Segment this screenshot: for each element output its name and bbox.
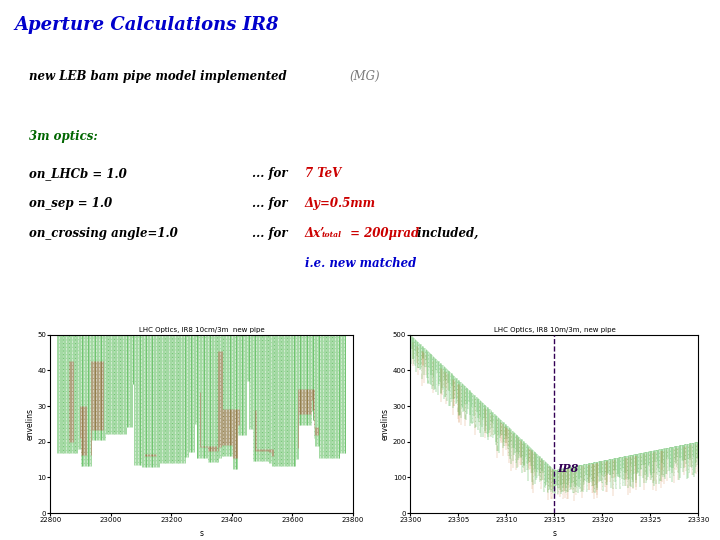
Text: Δy=0.5mm: Δy=0.5mm xyxy=(305,197,376,210)
Text: ... for: ... for xyxy=(252,227,292,240)
Text: total: total xyxy=(322,231,342,239)
Text: ... for: ... for xyxy=(252,167,292,180)
Text: i.e. new matched: i.e. new matched xyxy=(305,256,416,269)
Y-axis label: envelins: envelins xyxy=(25,408,35,440)
Text: IP8: IP8 xyxy=(557,463,579,474)
Text: = 200μrad: = 200μrad xyxy=(346,227,419,240)
X-axis label: s: s xyxy=(552,529,557,538)
Text: new LEB bam pipe model implemented: new LEB bam pipe model implemented xyxy=(29,70,291,83)
Title: LHC Optics, IR8 10cm/3m  new pipe: LHC Optics, IR8 10cm/3m new pipe xyxy=(139,327,264,333)
Text: Aperture Calculations IR8: Aperture Calculations IR8 xyxy=(14,16,279,34)
Text: 7 TeV: 7 TeV xyxy=(305,167,341,180)
Y-axis label: envelins: envelins xyxy=(381,408,390,440)
Text: ... for: ... for xyxy=(252,197,292,210)
Text: included,: included, xyxy=(413,227,479,240)
Text: on_sep = 1.0: on_sep = 1.0 xyxy=(29,197,112,210)
Text: Δx’: Δx’ xyxy=(305,227,325,240)
Text: (MG): (MG) xyxy=(349,70,380,83)
X-axis label: s: s xyxy=(199,529,204,538)
Text: on_LHCb = 1.0: on_LHCb = 1.0 xyxy=(29,167,127,180)
Title: LHC Optics, IR8 10m/3m, new pipe: LHC Optics, IR8 10m/3m, new pipe xyxy=(493,327,616,333)
Text: 3m optics:: 3m optics: xyxy=(29,130,97,143)
Text: on_crossing angle=1.0: on_crossing angle=1.0 xyxy=(29,227,178,240)
